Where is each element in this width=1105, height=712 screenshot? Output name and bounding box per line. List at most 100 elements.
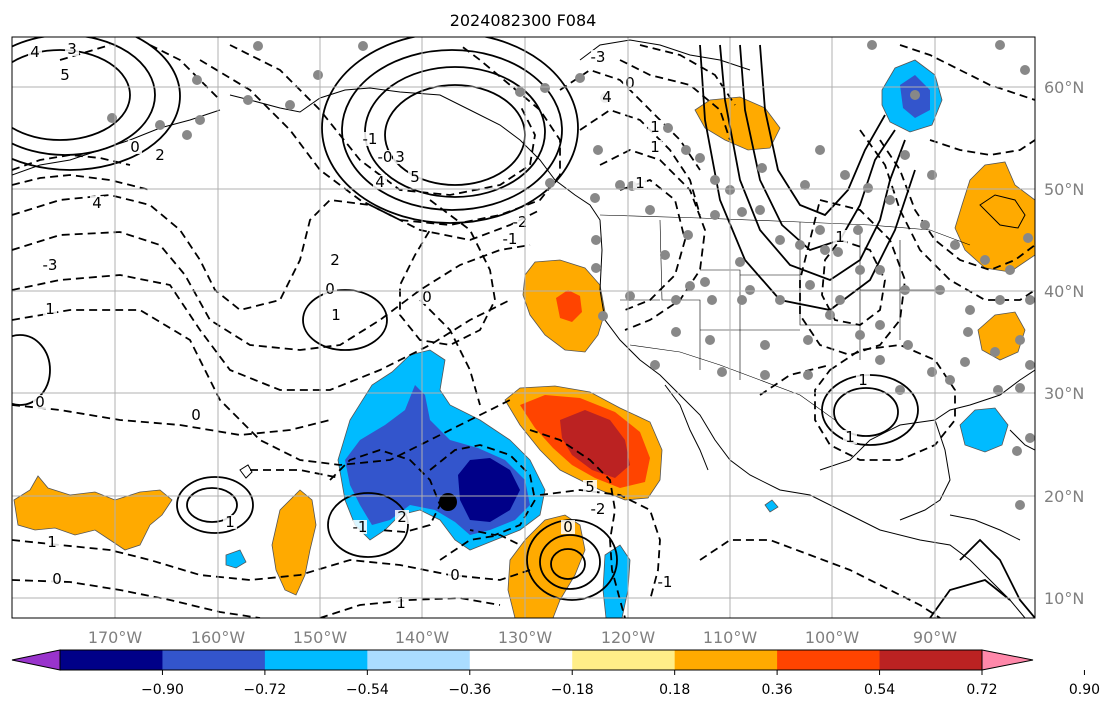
colorbar-tick-label: −0.54 [346, 682, 389, 698]
negative-contour [12, 231, 531, 351]
contour-label-background [648, 120, 662, 134]
contour-label-background [408, 170, 422, 184]
significance-dot [950, 240, 960, 250]
longitude-label: 120°W [601, 628, 656, 647]
significance-dot [820, 245, 830, 255]
negative-contour [199, 44, 561, 226]
contour-label: 1 [845, 428, 855, 446]
colorbar: −0.90 −0.72 −0.54 −0.36 −0.18 0.18 0.36 0.54 0.7… [11, 649, 1100, 698]
significance-dot [671, 327, 681, 337]
contour-label: 5 [585, 478, 595, 496]
positive-anomaly-area [507, 514, 586, 618]
significance-dot [660, 250, 670, 260]
positive-contour [341, 49, 563, 211]
significance-dot [805, 280, 815, 290]
negative-contour [12, 404, 331, 436]
coastline [899, 419, 951, 521]
negative-contour [599, 149, 706, 331]
significance-dot [1025, 360, 1035, 370]
negative-contour [529, 429, 626, 618]
coastline [664, 384, 709, 471]
longitude-label: 110°W [703, 628, 758, 647]
significance-dot [1005, 265, 1015, 275]
significance-dot [737, 207, 747, 217]
contour-label: -1 [658, 573, 673, 591]
contour-label: 0 [422, 288, 432, 306]
negative-contour [929, 139, 1035, 156]
map-frame [11, 36, 1036, 619]
significance-dot [885, 195, 895, 205]
contour-label: 5 [60, 66, 70, 84]
coastline [979, 194, 1026, 229]
significance-dot [840, 170, 850, 180]
colorbar-segment [879, 650, 983, 670]
significance-dot [815, 225, 825, 235]
contour-label-background [395, 510, 409, 524]
significance-dot [591, 263, 601, 273]
negative-contour [899, 44, 1035, 101]
significance-dot [1020, 65, 1030, 75]
contour-label: 0 [325, 280, 335, 298]
significance-dot [825, 310, 835, 320]
significance-dot [1015, 383, 1025, 393]
significance-dot [515, 87, 525, 97]
contour-label: 1 [396, 594, 406, 612]
contour-label: -1 [503, 230, 518, 248]
colorbar-tick-label: 0.54 [864, 682, 895, 698]
colorbar-segment [162, 650, 266, 670]
latitude-labels: 60°N 50°N 40°N 30°N 20°N 10°N [1044, 78, 1084, 608]
contour-label: 4 [92, 194, 102, 212]
significance-dot [707, 295, 717, 305]
colorbar-tick-label: −0.90 [141, 682, 184, 698]
significance-dot [835, 295, 845, 305]
significance-dot [681, 145, 691, 155]
contour-label-background [189, 408, 203, 422]
significance-dot [803, 370, 813, 380]
colorbar-segment [469, 650, 573, 670]
longitude-label: 170°W [88, 628, 143, 647]
significance-dot [757, 163, 767, 173]
colorbar-frame [59, 649, 983, 671]
negative-contour [439, 534, 521, 561]
contour-label-background [223, 515, 237, 529]
significance-dot [663, 123, 673, 133]
negative-contour [821, 238, 886, 326]
negative-contour [539, 489, 661, 601]
contour-label-background [128, 140, 142, 154]
significance-dot [683, 230, 693, 240]
contour-label-background [583, 480, 597, 494]
contour-label: -1 [363, 130, 378, 148]
contour-label: 1 [858, 371, 868, 389]
contour-label: -2 [513, 213, 528, 231]
positive-contour [321, 37, 579, 224]
negative-anomaly-area [458, 458, 520, 522]
contour-label-background [45, 535, 59, 549]
contour-label-background [591, 502, 605, 516]
significance-dot [760, 370, 770, 380]
positive-anomaly-area [13, 475, 173, 551]
contour-label-background [50, 572, 64, 586]
tropical-cyclone-marker [439, 493, 457, 511]
significance-dot [590, 193, 600, 203]
significance-dot [1015, 335, 1025, 345]
significance-dot [313, 70, 323, 80]
significance-dot [710, 210, 720, 220]
coastline [229, 87, 1026, 618]
significance-dot [591, 235, 601, 245]
significance-dot [853, 225, 863, 235]
significance-dot [800, 180, 810, 190]
contour-label-background [153, 148, 167, 162]
colorbar-segment [777, 650, 881, 670]
contour-label-background [28, 45, 42, 59]
coastline [819, 369, 1035, 471]
contour-label: 2 [155, 146, 165, 164]
negative-contour [12, 274, 511, 391]
latitude-label: 30°N [1044, 384, 1084, 403]
contour-label-background [513, 215, 527, 229]
negative-contour [12, 579, 261, 618]
positive-anomaly-area [556, 290, 582, 322]
contour-label: 1 [47, 533, 57, 551]
contour-label: 5 [410, 168, 420, 186]
significance-dot [705, 335, 715, 345]
